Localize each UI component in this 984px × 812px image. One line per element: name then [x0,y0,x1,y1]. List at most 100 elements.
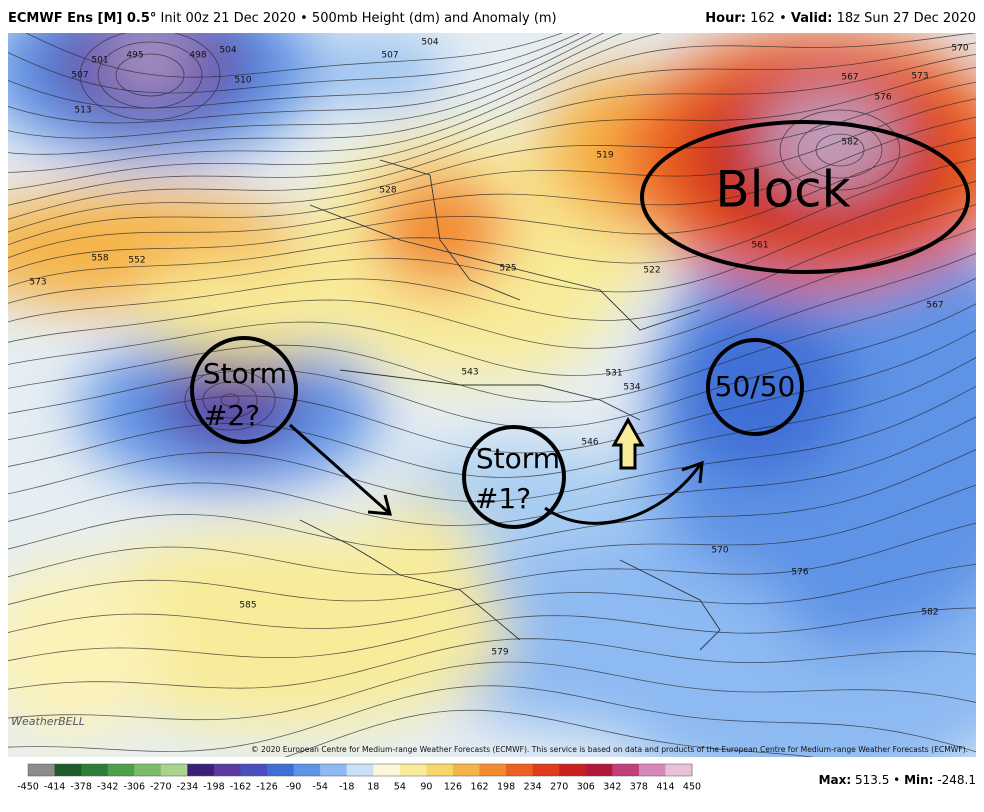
contour-line [779,109,901,191]
colorbar-swatch [665,764,693,776]
contour-line [8,204,976,323]
contour-line [8,98,976,246]
colorbar-swatch [426,764,454,776]
colorbar: -450 -414 -378 -342 -306 -270 -234 -198 -162 -126… [17,763,701,793]
contour-label: 552 [128,256,145,266]
contour-label: 567 [841,73,858,83]
contour-line [79,33,221,121]
contour-label: 579 [491,648,508,658]
contour-line [8,81,976,233]
colorbar-label: 270 [550,782,568,793]
contour-label: 570 [711,546,728,556]
contour-line [8,42,976,191]
colorbar-label: -270 [150,782,172,793]
contour-line [8,329,976,454]
colorbar-swatch [399,764,427,776]
colorbar-label: 234 [524,782,542,793]
fifty-circle [706,338,804,436]
colorbar-label: 198 [497,782,515,793]
contour-line [25,33,563,78]
colorbar-swatch [638,764,666,776]
contour-line [8,638,976,690]
storm2-circle [190,336,298,444]
contour-line [8,33,580,94]
contour-line [8,180,976,304]
contour-label: 573 [911,72,928,82]
colorbar-label: 90 [420,782,432,793]
contour-label: 558 [91,254,108,264]
colorbar-label: -54 [312,782,328,793]
contour-label: 522 [643,266,660,276]
contour-line [8,53,976,206]
up-arrow [611,416,645,470]
colorbar-swatch [612,764,640,776]
storm1-label: #1? [475,482,531,515]
contour-line [8,607,976,662]
contour-line [8,33,976,173]
contour-line [8,228,976,349]
borders [299,159,721,651]
contour-label: 528 [379,186,396,196]
contour-line [115,53,185,97]
contour-line [97,41,203,109]
hour-value: 162 • [750,11,787,26]
colorbar-label: 162 [470,782,488,793]
contour-line [8,33,592,109]
contour-label: 495 [126,51,143,61]
contour-label: 543 [461,368,478,378]
max-min: Max: 513.5 • Min: -248.1 [819,773,976,787]
colorbar-swatch [346,764,374,776]
colorbar-label: -342 [97,782,119,793]
title-bold: ECMWF Ens [M] 0.5° [8,11,156,26]
colorbar-swatch [532,764,560,776]
colorbar-label: 414 [656,782,674,793]
colorbar-swatch [213,764,241,776]
colorbar-label: 54 [394,782,406,793]
contour-label: 501 [91,56,108,66]
colorbar-swatch [506,764,534,776]
colorbar-label: -450 [17,782,39,793]
contour-label: 504 [421,38,438,48]
header-right: Hour: 162 • Valid: 18z Sun 27 Dec 2020 [705,11,976,26]
colorbar-swatch [160,764,188,776]
storm1-label: Storm [476,442,560,475]
contour-label: 519 [596,151,613,161]
colorbar-swatch [267,764,295,776]
contour-line [202,381,258,419]
contour-line [184,369,276,431]
contour-line [8,136,976,272]
contour-label: 504 [219,46,236,56]
colorbar-swatch [81,764,109,776]
colorbar-frame [27,763,693,777]
colorbar-swatch [187,764,215,776]
contour-label: 585 [239,601,256,611]
storm1-circle [462,425,566,529]
copyright: © 2020 European Centre for Medium-range … [251,745,968,754]
storm2-label: #2? [204,399,260,432]
storm2-arrow [289,423,392,516]
contour-label: 507 [381,51,398,61]
contour-label: 531 [605,369,622,379]
contour-label: 576 [874,93,891,103]
colorbar-label: 378 [630,782,648,793]
contour-line [8,116,976,259]
contour-labels: 495 498 501 504 507 510 513 507 504 528 519 525 522 5… [29,38,968,658]
colorbar-label: -234 [177,782,199,793]
max-label: Max: [819,773,852,787]
contour-label: 582 [921,608,938,618]
storm2-label: Storm [203,357,287,390]
colorbar-swatch [320,764,348,776]
header-left: ECMWF Ens [M] 0.5° Init 00z 21 Dec 2020 … [8,11,557,26]
colorbar-swatch [293,764,321,776]
colorbar-swatch [585,764,613,776]
colorbar-swatch [373,764,401,776]
colorbar-label: -18 [339,782,355,793]
colorbar-label: -90 [286,782,302,793]
contour-label: 570 [951,44,968,54]
contour-line [8,277,976,403]
colorbar-label: -378 [70,782,92,793]
